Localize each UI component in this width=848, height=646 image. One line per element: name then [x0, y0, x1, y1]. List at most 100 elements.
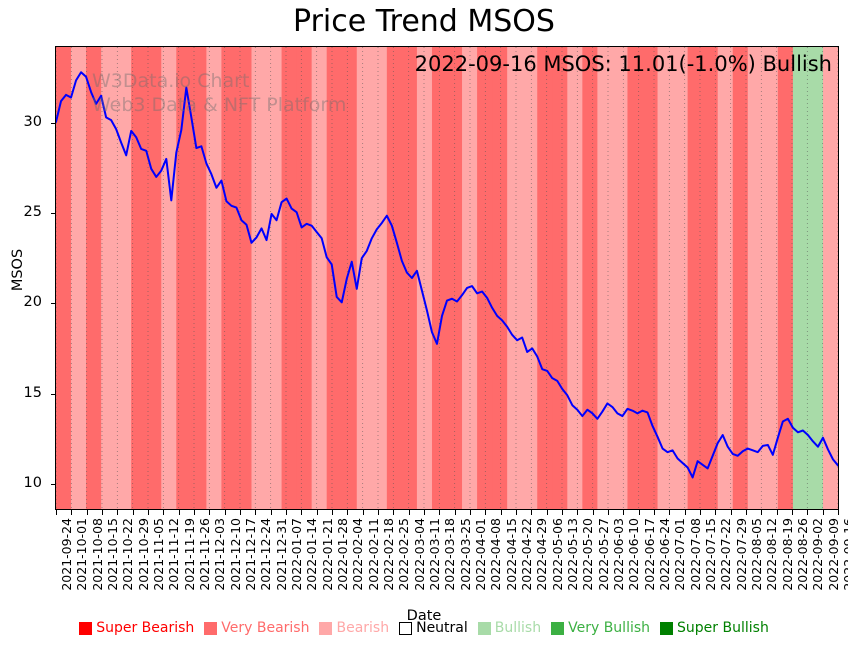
legend-swatch	[399, 621, 413, 635]
x-tick-mark	[332, 510, 333, 515]
x-tick-label: 2021-09-24	[59, 518, 74, 591]
legend-label: Neutral	[416, 620, 468, 636]
x-tick-label: 2022-02-04	[350, 518, 366, 591]
x-tick-mark	[224, 510, 226, 515]
sentiment-band	[507, 47, 523, 509]
axis-spine-left	[55, 47, 56, 510]
sentiment-band	[657, 47, 674, 509]
sentiment-band	[447, 47, 463, 509]
x-tick-label: 2021-10-22	[120, 518, 136, 591]
sentiment-band	[522, 47, 538, 509]
x-tick-mark	[684, 510, 686, 515]
x-tick-label: 2022-01-07	[289, 518, 304, 591]
y-tick-mark	[51, 393, 56, 395]
x-tick-mark	[608, 510, 609, 515]
sentiment-band	[86, 47, 102, 509]
sentiment-band	[116, 47, 132, 509]
y-tick-mark	[51, 122, 56, 124]
legend-label: Bullish	[494, 620, 542, 636]
x-tick-mark	[132, 510, 134, 515]
x-tick-mark	[148, 510, 149, 515]
sentiment-band	[792, 47, 809, 509]
legend-swatch	[660, 621, 674, 635]
x-tick-mark	[102, 510, 103, 515]
sentiment-band	[642, 47, 659, 509]
x-tick-mark	[807, 510, 809, 515]
axis-spine-right	[838, 47, 839, 510]
x-tick-label: 2022-06-24	[657, 518, 672, 591]
x-tick-label: 2022-06-10	[626, 518, 642, 591]
sentiment-band	[462, 47, 478, 509]
x-tick-label: 2022-04-15	[503, 518, 519, 591]
x-tick-label: 2022-01-21	[319, 518, 335, 591]
x-tick-mark	[56, 510, 57, 515]
x-tick-label: 2021-12-31	[273, 518, 289, 591]
sentiment-band	[221, 47, 237, 509]
sentiment-band	[612, 47, 628, 509]
x-tick-mark	[378, 510, 379, 515]
sentiment-band	[431, 47, 448, 509]
x-tick-mark	[715, 510, 717, 515]
sentiment-band	[296, 47, 313, 509]
legend-item[interactable]: Super Bearish	[79, 621, 194, 635]
x-tick-mark	[270, 510, 272, 515]
x-tick-mark	[516, 510, 517, 515]
x-tick-mark	[700, 510, 701, 515]
price-line	[56, 71, 838, 479]
x-tick-label: 2022-04-29	[534, 518, 550, 591]
sentiment-band	[266, 47, 283, 509]
sentiment-band	[627, 47, 643, 509]
sentiment-bands	[56, 47, 838, 509]
sentiment-band	[822, 47, 838, 509]
legend-item[interactable]: Very Bearish	[204, 621, 309, 635]
x-tick-label: 2022-02-18	[381, 518, 396, 591]
legend-item[interactable]: Very Bullish	[551, 621, 650, 635]
x-tick-label: 2022-09-09	[825, 518, 841, 591]
legend-label: Super Bearish	[96, 620, 195, 636]
x-tick-mark	[362, 510, 364, 515]
x-tick-label: 2022-09-02	[810, 518, 826, 591]
x-tick-label: 2022-07-01	[672, 518, 688, 591]
legend-item[interactable]: Bullish	[477, 620, 542, 636]
x-tick-label: 2022-04-08	[488, 518, 504, 591]
x-tick-label: 2021-11-26	[197, 518, 212, 591]
x-tick-label: 2021-10-15	[105, 518, 120, 591]
x-tick-mark	[117, 510, 119, 515]
x-tick-label: 2022-08-26	[795, 518, 810, 591]
x-tick-label: 2022-03-11	[427, 518, 442, 591]
sentiment-band	[146, 47, 162, 509]
x-tick-mark	[255, 510, 257, 515]
sentiment-band	[281, 47, 298, 509]
sentiment-band	[717, 47, 734, 509]
y-tick-label: 10	[23, 474, 42, 491]
y-tick-label: 20	[23, 294, 42, 311]
sentiment-band	[567, 47, 583, 509]
x-tick-label: 2022-05-13	[565, 518, 580, 591]
x-tick-label: 2021-10-29	[135, 518, 151, 591]
x-tick-mark	[776, 510, 778, 515]
x-tick-label: 2022-03-04	[411, 518, 427, 591]
x-tick-label: 2022-04-22	[519, 518, 534, 591]
sentiment-band	[386, 47, 403, 509]
x-tick-mark	[470, 510, 471, 515]
x-tick-mark	[439, 510, 441, 515]
y-tick-label: 25	[23, 204, 42, 221]
x-tick-label: 2022-07-08	[687, 518, 703, 591]
legend-item[interactable]: Super Bullish	[660, 621, 769, 635]
legend-swatch	[319, 621, 333, 635]
legend-item[interactable]: Neutral	[399, 621, 468, 635]
sentiment-band	[582, 47, 598, 509]
x-tick-label: 2021-11-12	[166, 518, 182, 591]
sentiment-band	[687, 47, 704, 509]
x-tick-label: 2022-07-22	[718, 518, 734, 591]
sentiment-band	[56, 47, 72, 509]
sentiment-band	[311, 47, 328, 509]
legend-item[interactable]: Bearish	[319, 621, 389, 635]
axis-spine-bottom	[55, 509, 839, 510]
x-tick-mark	[347, 510, 349, 515]
y-tick-mark	[51, 483, 56, 485]
x-tick-mark	[654, 510, 655, 515]
x-tick-mark	[454, 510, 456, 515]
sentiment-band	[492, 47, 508, 509]
x-tick-label: 2022-01-28	[335, 518, 350, 591]
